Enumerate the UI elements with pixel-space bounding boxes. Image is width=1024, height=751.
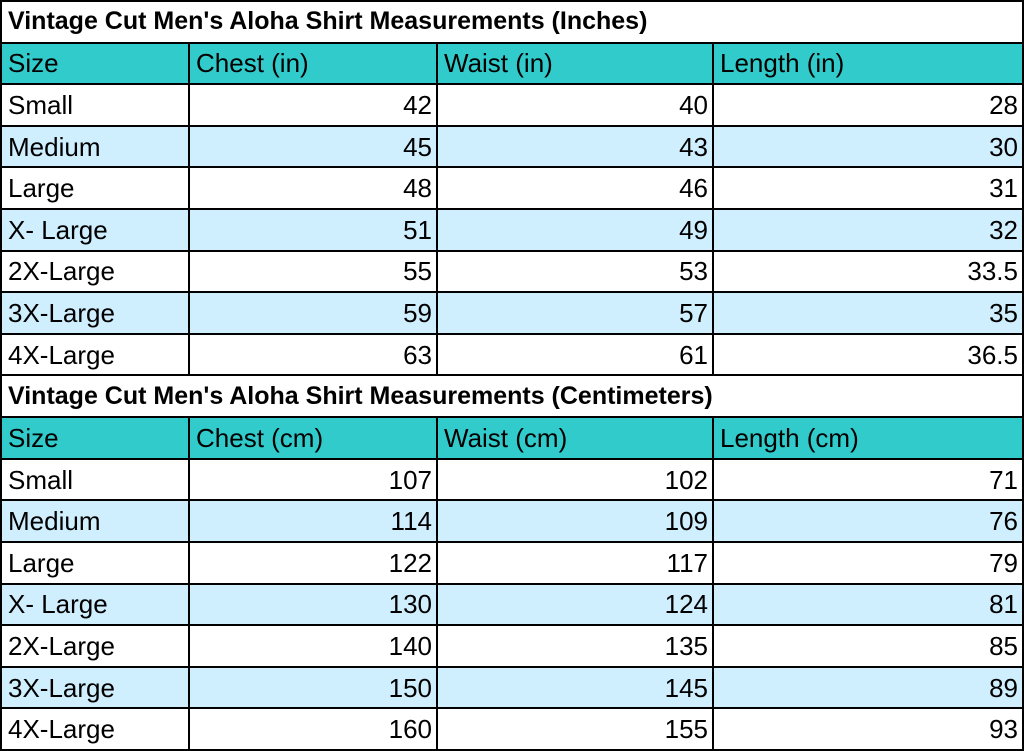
size-label-cell: Small xyxy=(0,85,190,127)
size-label-cell: 3X-Large xyxy=(0,667,190,710)
chest-value-cell: 59 xyxy=(190,293,438,335)
waist-value-cell: 61 xyxy=(438,334,714,377)
length-value-cell: 76 xyxy=(714,501,1024,543)
waist-value-cell: 135 xyxy=(438,626,714,668)
column-header-waist: Waist (in) xyxy=(438,43,714,86)
waist-value-cell: 145 xyxy=(438,667,714,710)
length-value-cell: 33.5 xyxy=(714,251,1024,294)
size-label-cell: X- Large xyxy=(0,210,190,252)
waist-value-cell: 53 xyxy=(438,251,714,294)
column-header-chest: Chest (cm) xyxy=(190,418,438,460)
length-value-cell: 81 xyxy=(714,584,1024,627)
waist-value-cell: 155 xyxy=(438,709,714,751)
chest-value-cell: 130 xyxy=(190,584,438,627)
size-label-cell: X- Large xyxy=(0,584,190,627)
waist-value-cell: 117 xyxy=(438,542,714,585)
column-header-size: Size xyxy=(0,418,190,460)
waist-value-cell: 109 xyxy=(438,501,714,543)
column-header-waist: Waist (cm) xyxy=(438,418,714,460)
length-value-cell: 85 xyxy=(714,626,1024,668)
waist-value-cell: 40 xyxy=(438,85,714,127)
chest-value-cell: 150 xyxy=(190,667,438,710)
column-header-size: Size xyxy=(0,43,190,86)
table-title-inches: Vintage Cut Men's Aloha Shirt Measuremen… xyxy=(0,2,1024,44)
chest-value-cell: 48 xyxy=(190,168,438,211)
table-title-centimeters: Vintage Cut Men's Aloha Shirt Measuremen… xyxy=(0,376,1024,419)
size-label-cell: Large xyxy=(0,542,190,585)
length-value-cell: 32 xyxy=(714,210,1024,252)
chest-value-cell: 55 xyxy=(190,251,438,294)
size-label-cell: Small xyxy=(0,459,190,502)
size-label-cell: 3X-Large xyxy=(0,293,190,335)
length-value-cell: 36.5 xyxy=(714,334,1024,377)
waist-value-cell: 102 xyxy=(438,459,714,502)
chest-value-cell: 160 xyxy=(190,709,438,751)
waist-value-cell: 124 xyxy=(438,584,714,627)
column-header-chest: Chest (in) xyxy=(190,43,438,86)
chest-value-cell: 63 xyxy=(190,334,438,377)
waist-value-cell: 49 xyxy=(438,210,714,252)
chest-value-cell: 114 xyxy=(190,501,438,543)
size-label-cell: 4X-Large xyxy=(0,334,190,377)
size-label-cell: Large xyxy=(0,168,190,211)
length-value-cell: 30 xyxy=(714,126,1024,169)
waist-value-cell: 43 xyxy=(438,126,714,169)
chest-value-cell: 107 xyxy=(190,459,438,502)
length-value-cell: 71 xyxy=(714,459,1024,502)
size-label-cell: Medium xyxy=(0,126,190,169)
length-value-cell: 93 xyxy=(714,709,1024,751)
column-header-length: Length (in) xyxy=(714,43,1024,86)
chest-value-cell: 45 xyxy=(190,126,438,169)
size-label-cell: 2X-Large xyxy=(0,251,190,294)
chest-value-cell: 122 xyxy=(190,542,438,585)
waist-value-cell: 46 xyxy=(438,168,714,211)
length-value-cell: 89 xyxy=(714,667,1024,710)
length-value-cell: 79 xyxy=(714,542,1024,585)
waist-value-cell: 57 xyxy=(438,293,714,335)
chest-value-cell: 42 xyxy=(190,85,438,127)
chest-value-cell: 140 xyxy=(190,626,438,668)
column-header-length: Length (cm) xyxy=(714,418,1024,460)
length-value-cell: 28 xyxy=(714,85,1024,127)
length-value-cell: 31 xyxy=(714,168,1024,211)
chest-value-cell: 51 xyxy=(190,210,438,252)
size-label-cell: 4X-Large xyxy=(0,709,190,751)
length-value-cell: 35 xyxy=(714,293,1024,335)
size-label-cell: Medium xyxy=(0,501,190,543)
size-label-cell: 2X-Large xyxy=(0,626,190,668)
